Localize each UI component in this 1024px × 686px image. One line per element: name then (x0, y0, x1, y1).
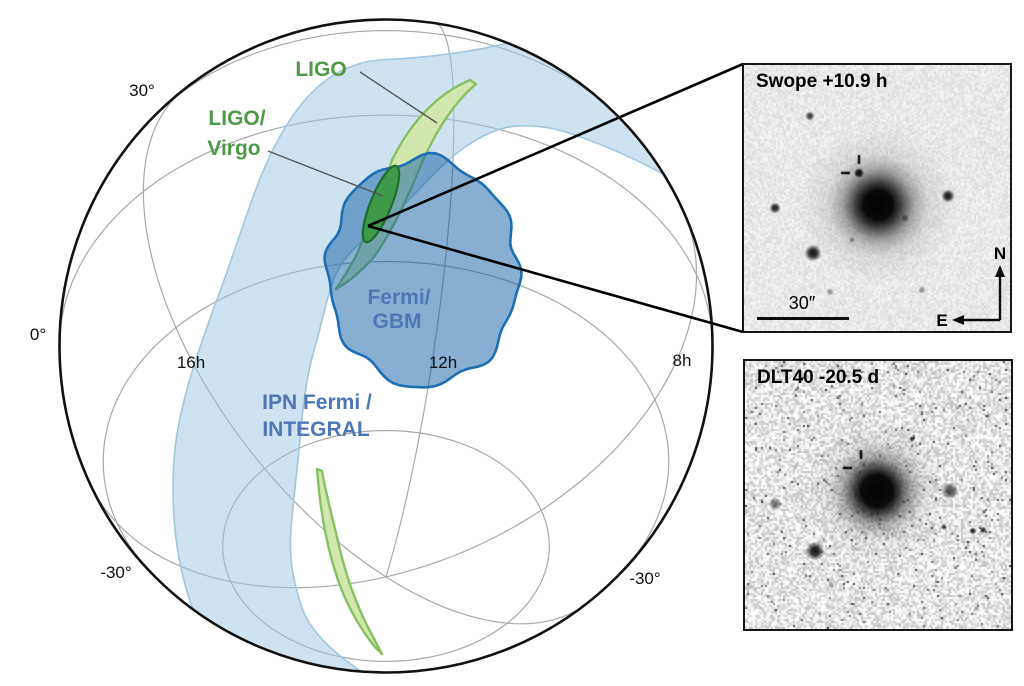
graticule-line (385, 576, 588, 625)
ligo-label: LIGO (295, 58, 346, 81)
coordinate-labels: 30° 0° -30° -30° 16h 12h 8h (30, 81, 692, 588)
graticule-line (142, 92, 387, 578)
east-arrow-icon (952, 315, 964, 325)
inset-dlt40: DLT40 -20.5 d (743, 359, 1013, 631)
ligo-virgo-label-line2: Virgo (207, 137, 260, 160)
fermi-gbm-label-line1: Fermi/ (367, 286, 430, 309)
dec-label-plus30: 30° (129, 81, 155, 100)
dec-label-0: 0° (30, 325, 46, 344)
swope-title: Swope +10.9 h (756, 71, 888, 92)
dlt40-image (745, 361, 1011, 629)
swope-image (744, 65, 1010, 331)
ipn-label-line1: IPN Fermi / (262, 391, 372, 414)
sphere-outline (58, 18, 714, 674)
north-label: N (994, 244, 1006, 263)
label-leader-line (359, 71, 438, 124)
inset-connector-line (367, 224, 744, 334)
region-labels: LIGO LIGO/ Virgo Fermi/ GBM IPN Fermi / … (207, 58, 430, 441)
graticule-line (385, 213, 698, 578)
scale-bar-label: 30″ (788, 293, 816, 313)
ligo-virgo-label-line1: LIGO/ (208, 107, 265, 130)
north-arrow-icon (995, 265, 1005, 277)
ra-label-16h: 16h (177, 353, 205, 372)
compass: N E (936, 244, 1006, 329)
inset-swope: Swope +10.9 h 30″ N E (742, 63, 1012, 333)
inset-connector-line (367, 62, 744, 228)
scale-bar (757, 317, 849, 320)
fermi-gbm-label-line2: GBM (373, 310, 422, 333)
east-label: E (936, 311, 947, 329)
dlt40-title: DLT40 -20.5 d (757, 367, 880, 388)
ligo-region-arc-south (315, 467, 384, 656)
label-leader-line (267, 150, 384, 197)
dec-label-minus30-left: -30° (100, 563, 131, 582)
dec-label-minus30-right: -30° (629, 569, 660, 588)
ra-label-12h: 12h (429, 353, 457, 372)
ipn-label-line2: INTEGRAL (262, 418, 370, 441)
ra-label-8h: 8h (673, 351, 692, 370)
